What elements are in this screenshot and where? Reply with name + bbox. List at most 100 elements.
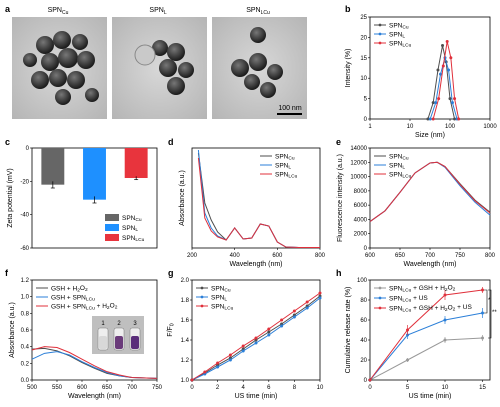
y-tick-label: -60 xyxy=(20,246,29,252)
legend-label: GSH + SPNLCu xyxy=(51,294,95,302)
text-span: SPN xyxy=(389,305,403,312)
bar xyxy=(83,148,106,200)
panel-letter-f: f xyxy=(5,268,9,278)
data-point xyxy=(216,365,220,369)
legend-label: SPNL xyxy=(122,225,138,233)
data-point xyxy=(368,378,372,382)
text-span: SPN xyxy=(211,294,225,301)
y-tick-label: 14000 xyxy=(350,146,367,152)
x-tick-label: 750 xyxy=(152,385,163,391)
text-span: Cu xyxy=(402,25,409,31)
text-span: LCu xyxy=(86,297,95,303)
data-point xyxy=(437,97,441,101)
data-point xyxy=(434,101,438,105)
legend-label: SPNLCu xyxy=(389,40,412,48)
data-point xyxy=(453,97,457,101)
legend-label: SPNLCu xyxy=(389,171,412,179)
vial-number: 2 xyxy=(117,321,121,327)
x-tick-label: 400 xyxy=(230,253,241,259)
data-point xyxy=(445,39,449,43)
text-span: Cu xyxy=(288,156,295,162)
y-axis-label: Absorbance (a.u.) xyxy=(9,302,16,358)
text-span: O xyxy=(110,302,115,309)
text-span: 2 xyxy=(453,287,456,293)
text-span: Absorbance (a.u.) xyxy=(9,302,16,358)
data-point xyxy=(431,117,435,121)
x-tick-label: 8 xyxy=(293,385,297,391)
data-point xyxy=(443,338,447,342)
text-span: SPN xyxy=(389,40,403,47)
y-tick-label: 2.0 xyxy=(181,278,190,284)
x-tick-label: 700 xyxy=(425,253,436,259)
x-axis-label: US time (min) xyxy=(235,393,278,400)
text-span: Intensity (%) xyxy=(345,49,352,88)
text-span: Size (nm) xyxy=(415,132,445,139)
text-span: SPN xyxy=(211,303,225,310)
x-tick-label: 10 xyxy=(317,385,324,391)
y-tick-label: 0 xyxy=(26,146,30,152)
text-span: H xyxy=(73,285,78,292)
significance-bracket xyxy=(488,289,492,339)
text-span: Absorbance (a.u.) xyxy=(179,170,186,226)
tem-image-3: 100 nm xyxy=(212,17,307,119)
panel-f: f 500 550 600 650 700 750 0.0 0.2 0.4 0.6 0.8 1.0 1.… xyxy=(5,268,163,400)
panel-letter-h: h xyxy=(336,268,342,278)
text-span: SPN xyxy=(389,22,403,29)
text-span: + US xyxy=(455,304,472,311)
text-span: 2 xyxy=(77,288,80,294)
y-axis-label: Fluorescence intensity (a.u.) xyxy=(337,154,344,242)
x-tick-label: 650 xyxy=(102,385,113,391)
text-span: SPN xyxy=(275,162,289,169)
text-span: LCu xyxy=(402,308,411,314)
text-span: O xyxy=(448,284,453,291)
text-span: LCu xyxy=(288,174,297,180)
y-tick-label: 25 xyxy=(360,15,367,21)
y-tick-label: 40 xyxy=(360,338,367,344)
plot-frame xyxy=(369,279,491,381)
panel-letter-d: d xyxy=(168,137,174,147)
data-point xyxy=(254,336,258,340)
text-span: H xyxy=(102,303,107,310)
panel-letter-g: g xyxy=(168,268,174,278)
text-span: O xyxy=(448,304,453,311)
y-tick-label: 5 xyxy=(364,97,368,103)
y-tick-label: -20 xyxy=(20,179,29,185)
text-span: LCu xyxy=(224,306,233,312)
y-tick-label: 6000 xyxy=(354,203,368,209)
significance-mark: * xyxy=(488,298,491,304)
text-span: 2 xyxy=(445,307,448,313)
data-point xyxy=(450,101,454,105)
vial-liquid xyxy=(115,336,123,349)
tem-label-3: SPNLCu xyxy=(246,7,270,16)
legend-label: SPNLCu xyxy=(211,303,234,311)
text-span: F/F xyxy=(167,326,174,337)
legend-marker xyxy=(200,286,204,290)
text-span: + GSH + xyxy=(411,305,440,312)
y-tick-label: 1.2 xyxy=(21,278,30,284)
legend-marker xyxy=(378,32,382,36)
scale-bar-label: 100 nm xyxy=(278,105,302,112)
y-tick-label: 2000 xyxy=(354,232,368,238)
y-tick-label: 1.8 xyxy=(181,298,190,304)
text-span: + GSH + xyxy=(411,285,440,292)
y-tick-label: 20 xyxy=(360,358,367,364)
x-axis-label: Wavelength (nm) xyxy=(403,261,456,268)
y-tick-label: 1.6 xyxy=(181,318,190,324)
y-tick-label: 0 xyxy=(364,246,368,252)
legend-label: SPNLCu xyxy=(122,235,145,243)
text-span: Zeta potential (mV) xyxy=(7,168,14,228)
text-span: L xyxy=(224,297,227,303)
x-tick-label: 550 xyxy=(52,385,63,391)
x-tick-label: 650 xyxy=(395,253,406,259)
vial-liquid xyxy=(131,336,139,349)
y-tick-label: -40 xyxy=(20,213,29,219)
text-span: 2 xyxy=(115,305,118,311)
data-point xyxy=(280,318,284,322)
x-tick-label: 750 xyxy=(455,253,466,259)
panel-d: d 200 400 600 800 Wavelength (nm) Absorbance … xyxy=(168,137,326,268)
x-tick-label: 600 xyxy=(77,385,88,391)
data-point xyxy=(448,97,452,101)
data-point xyxy=(406,358,409,362)
panel-letter-a: a xyxy=(5,4,11,14)
